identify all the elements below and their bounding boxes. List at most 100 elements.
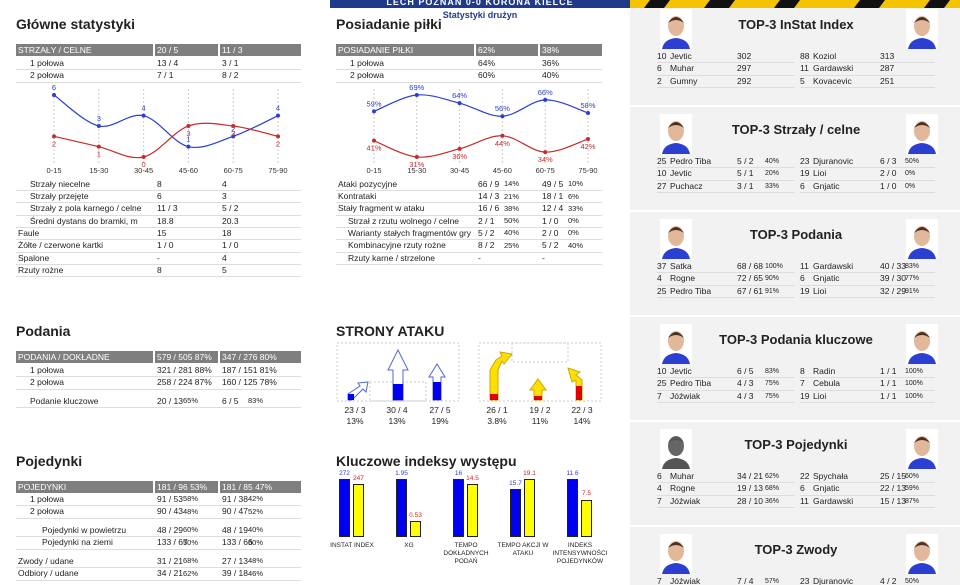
section-title: Kluczowe indeksy występu [336,453,517,469]
player-name: Koziol [813,50,837,61]
index-bar [581,499,592,537]
row-separator [800,179,935,181]
row-separator [16,214,301,216]
series-point [543,150,548,155]
row-separator [800,482,935,483]
series-point [231,124,236,128]
player-name: Satka [670,260,692,271]
player-value: 22 / 13 [880,483,906,494]
photo-body [908,353,936,364]
player-pct: 91% [765,287,780,295]
player-name: Lioi [813,285,827,296]
row-label: Średni dystans do bramki, m [30,215,138,226]
player-number: 6 [657,470,662,481]
player-name: Muhar [670,470,695,481]
row-value: 5 / 2 [478,227,495,238]
series-line [373,94,589,117]
player-value: 68 / 68 [737,260,763,271]
player-pct: 0% [905,170,916,177]
row-pct: 83% [248,396,264,406]
row-separator [16,567,301,568]
player-pct: 100% [765,262,783,270]
category-label: 15-30 [89,166,108,175]
photo-head [668,226,684,246]
row-value: 90 / 47 [222,506,248,517]
attack-count: 30 / 4 [386,404,408,415]
row-separator [16,190,301,191]
header-bar [330,0,630,8]
photo-head [914,331,930,351]
row-value: 133 / 66 [222,537,253,548]
point-label: 4 [142,104,146,113]
player-value: 1 / 1 [880,390,897,401]
player-value: 72 / 65 [737,273,763,284]
player-value: 7 / 4 [737,575,754,585]
index-bar [567,479,578,537]
photo-body [662,563,690,574]
player-number: 10 [657,168,667,179]
photo-body [662,248,690,259]
player-pct: 36% [765,497,780,505]
row-label: Strzały niecelne [30,178,91,189]
line-chart: 0-15 15-30 30-45 45-60 60-75 75-90 59% 69% 64% 56… [366,85,597,175]
row-value: 36% [542,57,560,68]
section-title: STRONY ATAKU [336,323,445,339]
player-pct: 62% [765,472,780,480]
player-pct: 75% [765,380,780,387]
series-point [141,155,146,159]
index-bar [339,479,350,537]
row-separator [336,251,602,253]
row-label: 1 połowa [350,57,385,68]
index-value: 1.95 [395,469,408,477]
row-value: 13 / 4 [157,57,179,68]
photo-hair [668,332,684,338]
attack-pct: 14% [573,415,591,426]
row-pct: 0% [568,216,579,226]
player-value: 1 / 1 [880,365,897,376]
row-value: 15 [157,227,167,238]
photo-hair [914,542,930,548]
table-header-cell [540,44,602,56]
player-pct: 0% [905,182,916,190]
player-name: Jóźwiak [670,575,701,585]
table-header-text: POJEDYNKI [18,481,67,492]
row-separator [657,284,795,286]
row-value: 48 / 19 [222,524,248,535]
category-label: 60-75 [224,166,243,175]
point-label: 31% [409,160,424,169]
row-value: 48 / 29 [157,524,183,535]
row-pct: 58% [183,494,199,504]
attack-count: 26 / 1 [486,404,508,415]
category-label: 30-45 [134,166,153,175]
photo-head [668,16,684,36]
table-header-cell [16,44,153,56]
row-pct: 33% [568,203,584,213]
row-pct: 6% [568,191,579,201]
player-name: Jevtic [670,365,692,376]
photo-head [914,226,930,246]
panel-separator [630,210,960,212]
table-header-cell [155,481,218,493]
row-value: 258 / 224 87% [157,377,212,388]
table-header-text: POSIADANIE PIŁKI [338,44,414,55]
row-value: 3 / 1 [222,57,239,68]
row-value: 18 / 1 [542,191,564,202]
row-separator [336,202,602,204]
series-point [457,146,462,151]
series-point [543,97,548,102]
index-bar [524,479,535,537]
row-pct: 10% [568,179,584,189]
row-value: 4 [222,252,227,263]
player-name: Gardawski [813,63,854,74]
point-label: 34% [538,155,553,164]
korona-stripes [630,0,960,8]
player-number: 4 [657,483,662,494]
row-pct: 62% [183,568,199,578]
index-value: 16 [454,469,463,477]
player-photo [906,534,938,574]
row-value: - [542,252,545,263]
series-point [141,113,146,118]
row-separator [657,482,795,483]
photo-hair [914,227,930,233]
photo-hair [668,227,684,233]
